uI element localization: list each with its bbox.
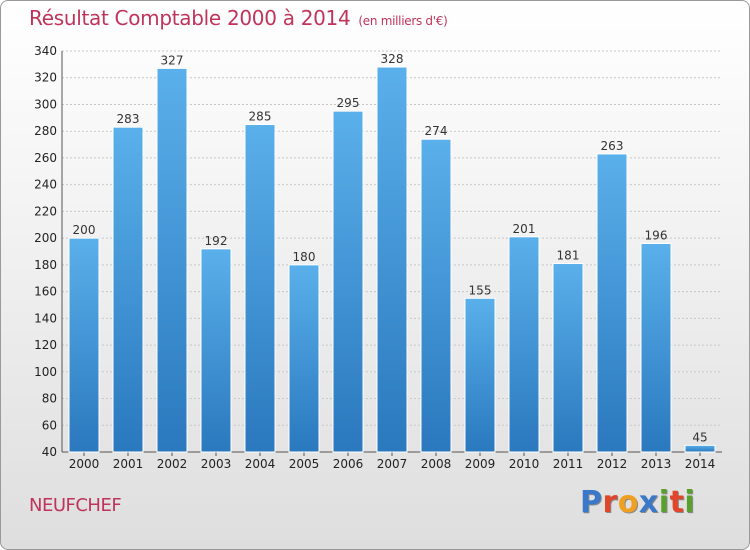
bar bbox=[156, 67, 188, 453]
bar bbox=[288, 264, 320, 453]
proxiti-logo: Proxiti bbox=[580, 485, 695, 520]
data-label: 274 bbox=[425, 124, 448, 138]
y-tick-label: 220 bbox=[34, 204, 57, 218]
logo-letter: r bbox=[602, 485, 618, 520]
x-tick-label: 2001 bbox=[113, 457, 144, 471]
y-tick-label: 140 bbox=[34, 311, 57, 325]
chart-subtitle: (en milliers d'€) bbox=[358, 14, 448, 28]
bar bbox=[508, 236, 540, 453]
y-tick-label: 280 bbox=[34, 124, 57, 138]
y-tick-label: 160 bbox=[34, 285, 57, 299]
y-tick-label: 100 bbox=[34, 365, 57, 379]
x-tick-label: 2003 bbox=[201, 457, 232, 471]
x-tick-label: 2012 bbox=[597, 457, 628, 471]
bar bbox=[420, 138, 452, 453]
y-tick-label: 260 bbox=[34, 151, 57, 165]
data-label: 295 bbox=[337, 96, 360, 110]
data-label: 283 bbox=[117, 112, 140, 126]
data-label: 200 bbox=[73, 223, 96, 237]
logo-letter: x bbox=[638, 485, 659, 520]
logo-letter: i bbox=[658, 485, 670, 520]
data-label: 327 bbox=[161, 53, 184, 67]
data-label: 196 bbox=[645, 228, 668, 242]
x-tick-label: 2013 bbox=[641, 457, 672, 471]
x-tick-label: 2005 bbox=[289, 457, 320, 471]
bar bbox=[332, 110, 364, 453]
x-tick-label: 2002 bbox=[157, 457, 188, 471]
data-label: 180 bbox=[293, 250, 316, 264]
data-label: 263 bbox=[601, 139, 624, 153]
data-label: 155 bbox=[469, 283, 492, 297]
chart-title: Résultat Comptable 2000 à 2014 (en millie… bbox=[29, 6, 448, 30]
logo-letter: i bbox=[684, 485, 696, 520]
bar bbox=[112, 126, 144, 453]
bar bbox=[200, 248, 232, 453]
bar bbox=[552, 263, 584, 453]
y-tick-label: 40 bbox=[42, 445, 57, 459]
logo-letter: t bbox=[669, 485, 685, 520]
data-labels: 200 283 327 192 285 180 295 328 274 155 201 181 263 1… bbox=[73, 52, 708, 444]
logo-letter: o bbox=[617, 485, 639, 520]
bar bbox=[684, 444, 716, 453]
bar bbox=[464, 297, 496, 453]
commune-name: NEUFCHEF bbox=[29, 495, 122, 516]
y-tick-label: 120 bbox=[34, 338, 57, 352]
logo-letter: P bbox=[580, 485, 603, 520]
data-label: 181 bbox=[557, 249, 580, 263]
x-tick-label: 2006 bbox=[333, 457, 364, 471]
y-tick-label: 340 bbox=[34, 44, 57, 58]
bar bbox=[376, 66, 408, 453]
x-tick-label: 2000 bbox=[69, 457, 100, 471]
y-tick-label: 320 bbox=[34, 71, 57, 85]
chart-title-text: Résultat Comptable 2000 à 2014 bbox=[29, 6, 351, 30]
x-tick-label: 2008 bbox=[421, 457, 452, 471]
x-tick-label: 2009 bbox=[465, 457, 496, 471]
x-tick-label: 2004 bbox=[245, 457, 276, 471]
data-label: 285 bbox=[249, 110, 272, 124]
x-tick-label: 2011 bbox=[553, 457, 584, 471]
y-tick-labels: 40 60 80 100 120 140 160 180 200 220 240 260 280 300 3… bbox=[34, 44, 57, 459]
x-tick-label: 2014 bbox=[685, 457, 716, 471]
x-tick-label: 2007 bbox=[377, 457, 408, 471]
x-tick-label: 2010 bbox=[509, 457, 540, 471]
data-label: 192 bbox=[205, 234, 228, 248]
y-tick-label: 80 bbox=[42, 392, 57, 406]
y-tick-label: 300 bbox=[34, 97, 57, 111]
y-tick-label: 60 bbox=[42, 418, 57, 432]
bar bbox=[68, 237, 100, 453]
y-tick-label: 200 bbox=[34, 231, 57, 245]
y-tick-label: 180 bbox=[34, 258, 57, 272]
y-tick-label: 240 bbox=[34, 178, 57, 192]
bars bbox=[68, 66, 716, 453]
bar bbox=[596, 153, 628, 453]
data-label: 201 bbox=[513, 222, 536, 236]
bar bbox=[640, 242, 672, 453]
data-label: 328 bbox=[381, 52, 404, 66]
x-tick-labels: 2000 2001 2002 2003 2004 2005 2006 2007 2008 2009… bbox=[69, 457, 716, 471]
data-label: 45 bbox=[692, 430, 707, 444]
bar bbox=[244, 124, 276, 453]
